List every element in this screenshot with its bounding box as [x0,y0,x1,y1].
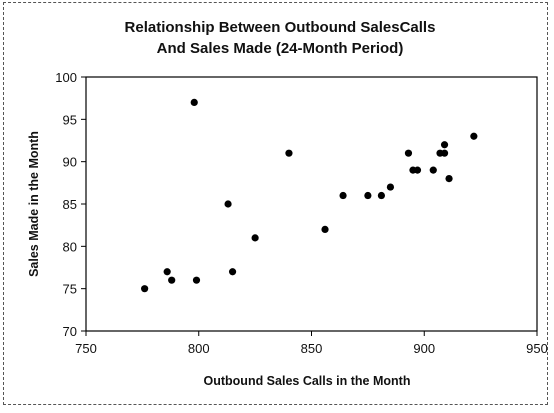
data-point [192,276,201,284]
y-tick-label: 70 [63,324,77,339]
x-axis-label: Outbound Sales Calls in the Month [204,374,411,388]
data-point [429,166,437,174]
y-tick-label: 85 [63,197,77,212]
y-axis-label: Sales Made in the Month [27,131,41,277]
data-point [339,191,347,200]
y-tick-label: 90 [63,155,77,170]
data-point [321,225,329,233]
y-tick-label: 95 [63,112,77,127]
data-point [163,268,171,276]
data-point [440,141,449,149]
data-points [141,98,478,293]
data-point [377,191,386,200]
y-tick-label: 80 [63,239,77,254]
data-point [141,285,149,293]
x-tick-label: 850 [301,341,323,356]
data-point [285,149,293,157]
data-point [364,191,372,200]
y-tick-label: 100 [55,70,77,85]
data-point [470,132,478,140]
chart-title: Relationship Between Outbound SalesCalls [125,19,436,36]
plot-area [85,76,538,332]
data-point [445,175,453,183]
chart-frame [3,2,548,405]
data-point [386,183,395,191]
y-tick-label: 75 [63,282,77,297]
data-point [440,149,449,157]
data-point [228,268,237,276]
data-point [168,276,176,284]
y-axis: 70 75 80 85 90 95 100 [55,70,86,339]
x-tick-label: 950 [526,341,548,356]
x-tick-label: 900 [413,341,435,356]
data-point [404,149,413,157]
x-tick-label: 800 [188,341,210,356]
data-point [190,98,198,106]
data-point [251,234,259,242]
chart-subtitle: And Sales Made (24-Month Period) [157,40,404,57]
data-point [224,200,232,208]
x-axis: 750 800 850 900 950 [75,331,548,356]
x-tick-label: 750 [75,341,97,356]
data-point [413,166,422,174]
